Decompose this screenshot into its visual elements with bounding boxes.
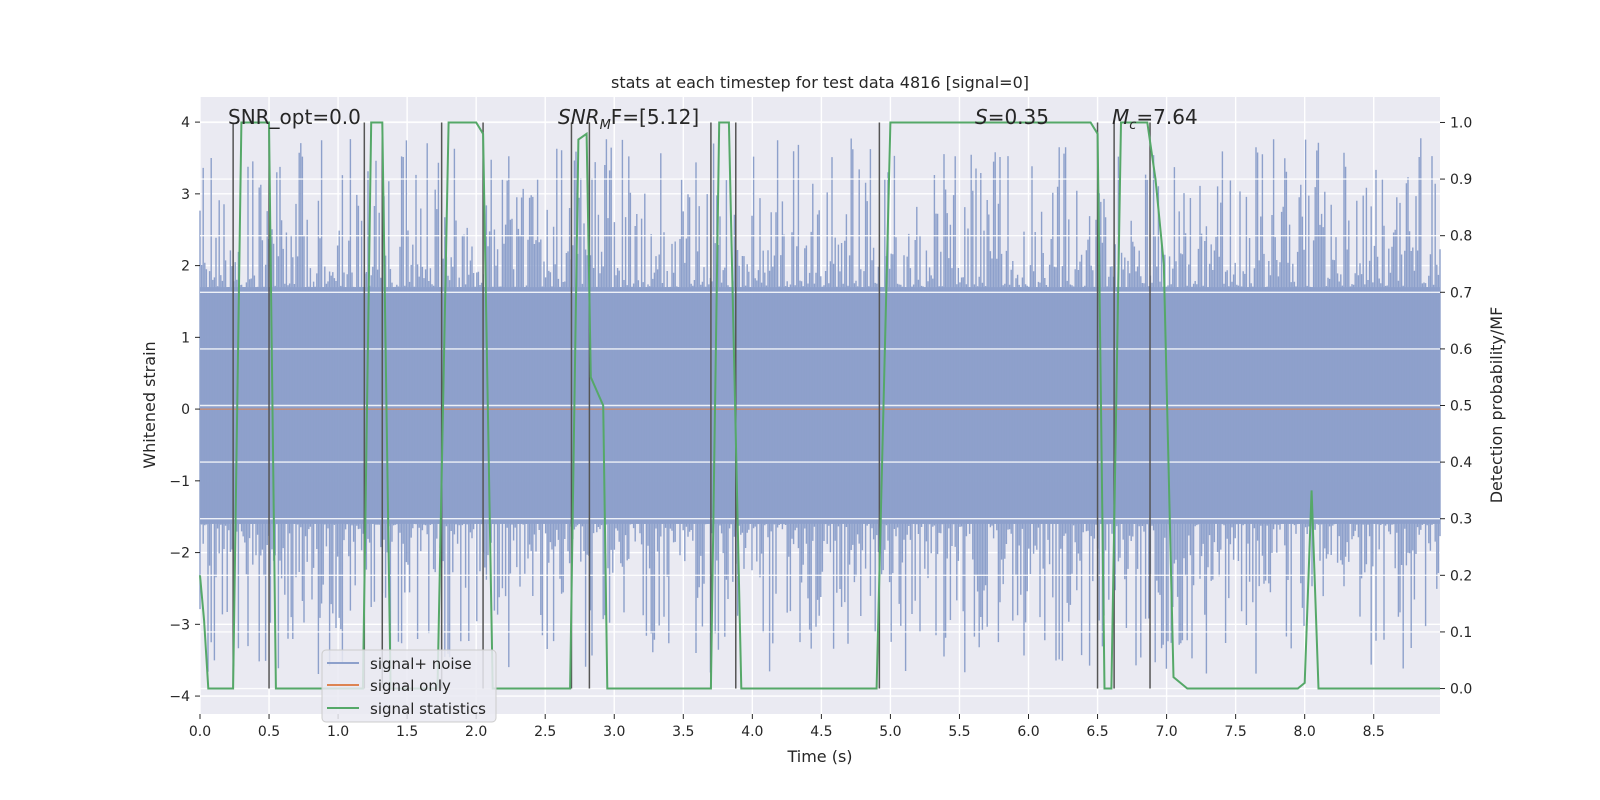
y-right-tick-label: 0.3 bbox=[1450, 512, 1472, 528]
y-left-tick-label: −4 bbox=[169, 689, 190, 705]
annotation-mc-subscript: c bbox=[1129, 118, 1136, 133]
y-left-tick-label: 3 bbox=[181, 187, 190, 203]
y-axis-left-ticks: 4 3 2 1 0 −1 −2 −3 −4 bbox=[169, 115, 200, 705]
x-tick-label: 3.0 bbox=[603, 724, 625, 740]
y-axis-right-ticks: 1.0 0.9 0.8 0.7 0.6 0.5 0.4 0.3 0.2 0.1 0.0 bbox=[1440, 115, 1472, 698]
y-right-tick-label: 0.1 bbox=[1450, 625, 1472, 641]
annotation-mc: Mc=7.64 bbox=[1112, 105, 1198, 133]
x-tick-label: 1.0 bbox=[327, 724, 349, 740]
x-tick-label: 6.0 bbox=[1017, 724, 1039, 740]
x-tick-label: 4.5 bbox=[810, 724, 832, 740]
y-axis-left-label: Whitened strain bbox=[140, 341, 159, 468]
y-right-tick-label: 1.0 bbox=[1450, 115, 1472, 131]
annotation-snr-mf-symbol: SNR bbox=[558, 105, 600, 129]
x-tick-label: 0.0 bbox=[189, 724, 211, 740]
annotation-s-symbol: S bbox=[975, 105, 988, 129]
x-tick-label: 3.5 bbox=[672, 724, 694, 740]
y-right-tick-label: 0.9 bbox=[1450, 172, 1472, 188]
y-right-tick-label: 0.6 bbox=[1450, 342, 1472, 358]
legend-label-signal-only: signal only bbox=[370, 677, 451, 695]
y-left-tick-label: 0 bbox=[181, 402, 190, 418]
y-axis-right-label: Detection probability/MF bbox=[1487, 307, 1506, 504]
y-left-tick-label: 2 bbox=[181, 259, 190, 275]
annotation-mc-symbol: M bbox=[1112, 105, 1129, 129]
y-right-tick-label: 0.2 bbox=[1450, 568, 1472, 584]
y-left-tick-label: 1 bbox=[181, 330, 190, 346]
x-axis-label: Time (s) bbox=[786, 747, 852, 766]
x-tick-label: 4.0 bbox=[741, 724, 763, 740]
annotation-s-value: =0.35 bbox=[988, 105, 1049, 129]
annotation-s: S=0.35 bbox=[975, 105, 1049, 129]
x-axis-ticks: 0.0 0.5 1.0 1.5 2.0 2.5 3.0 3.5 4.0 4.5 5.0 5.5 6.0 6… bbox=[189, 714, 1385, 740]
y-right-tick-label: 0.7 bbox=[1450, 285, 1472, 301]
x-tick-label: 6.5 bbox=[1086, 724, 1108, 740]
x-tick-label: 7.0 bbox=[1155, 724, 1177, 740]
x-tick-label: 8.0 bbox=[1294, 724, 1316, 740]
x-tick-label: 7.5 bbox=[1225, 724, 1247, 740]
y-right-tick-label: 0.0 bbox=[1450, 682, 1472, 698]
y-left-tick-label: −3 bbox=[169, 617, 190, 633]
x-tick-label: 5.5 bbox=[948, 724, 970, 740]
x-tick-label: 2.5 bbox=[534, 724, 556, 740]
y-left-tick-label: −1 bbox=[169, 474, 190, 490]
chart-title: stats at each timestep for test data 481… bbox=[611, 73, 1029, 92]
x-tick-label: 5.0 bbox=[879, 724, 901, 740]
x-tick-label: 0.5 bbox=[258, 724, 280, 740]
x-tick-label: 2.0 bbox=[465, 724, 487, 740]
x-tick-label: 8.5 bbox=[1363, 724, 1385, 740]
y-left-tick-label: 4 bbox=[181, 115, 190, 131]
x-tick-label: 1.5 bbox=[396, 724, 418, 740]
y-right-tick-label: 0.4 bbox=[1450, 455, 1472, 471]
annotation-snr-mf: SNRMF=[5.12] bbox=[558, 105, 699, 133]
y-right-tick-label: 0.8 bbox=[1450, 229, 1472, 245]
annotation-mc-value: =7.64 bbox=[1136, 105, 1197, 129]
legend: signal+ noise signal only signal statist… bbox=[321, 649, 497, 723]
legend-label-signal-statistics: signal statistics bbox=[370, 700, 486, 718]
annotation-snr-mf-subscript: M bbox=[600, 118, 611, 133]
y-right-tick-label: 0.5 bbox=[1450, 399, 1472, 415]
annotation-snr-mf-value: F=[5.12] bbox=[611, 105, 699, 129]
annotation-snr-opt: SNR_opt=0.0 bbox=[228, 105, 361, 129]
legend-box bbox=[321, 649, 497, 723]
y-left-tick-label: −2 bbox=[169, 546, 190, 562]
legend-label-signal-noise: signal+ noise bbox=[370, 655, 472, 673]
